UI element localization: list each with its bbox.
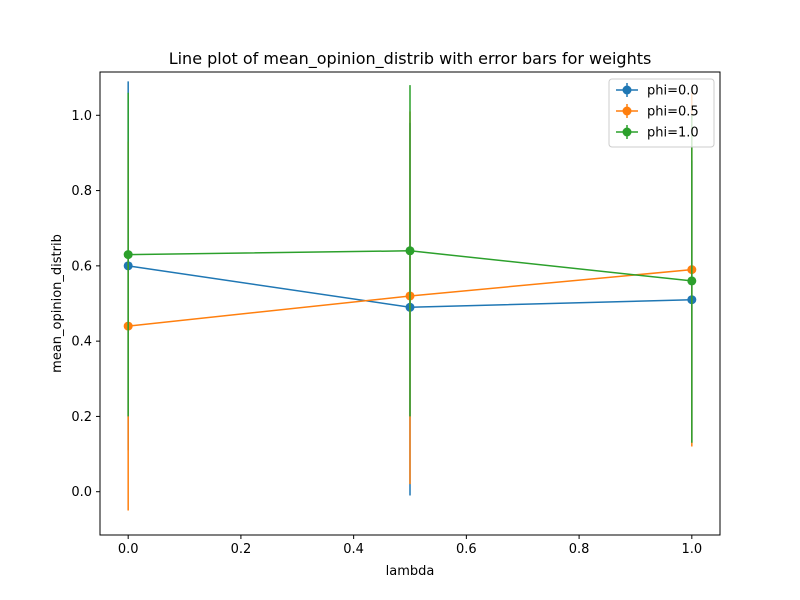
y-tick-label: 0.8 <box>71 184 92 199</box>
legend-label: phi=0.0 <box>647 84 699 99</box>
legend-label: phi=0.5 <box>647 105 699 120</box>
legend-label: phi=1.0 <box>647 126 699 141</box>
y-tick-label: 0.2 <box>71 410 92 425</box>
y-tick-label: 0.4 <box>71 335 92 350</box>
plot-area <box>123 81 697 511</box>
x-tick-label: 0.0 <box>118 542 139 557</box>
series-phi=1.0 <box>123 85 697 443</box>
legend-marker <box>622 106 632 116</box>
axes-frame <box>99 71 721 536</box>
legend: phi=0.0 phi=0.5 phi=1.0 <box>608 78 715 148</box>
legend-marker <box>622 85 632 95</box>
x-axis-label: lambda <box>386 564 435 579</box>
y-tick-label: 0.0 <box>71 485 92 500</box>
legend-item: phi=0.5 <box>616 104 699 120</box>
x-tick-label: 1.0 <box>681 542 702 557</box>
legend-item: phi=0.0 <box>616 83 699 99</box>
data-point <box>123 250 133 260</box>
y-tick-label: 1.0 <box>71 109 92 124</box>
legend-box <box>608 78 715 148</box>
data-point <box>687 276 697 286</box>
x-tick-label: 0.6 <box>456 542 477 557</box>
x-tick-label: 0.4 <box>343 542 364 557</box>
data-point <box>405 246 415 256</box>
x-tick-label: 0.2 <box>231 542 252 557</box>
x-axis: 0.0 0.2 0.4 0.6 0.8 1.0 <box>118 535 702 557</box>
legend-marker <box>622 127 632 137</box>
x-tick-label: 0.8 <box>569 542 590 557</box>
y-axis: 0.0 0.2 0.4 0.6 0.8 1.0 <box>71 109 100 500</box>
chart-title: Line plot of mean_opinion_distrib with e… <box>169 49 652 69</box>
y-axis-label: mean_opinion_distrib <box>50 234 65 373</box>
y-tick-label: 0.6 <box>71 259 92 274</box>
legend-item: phi=1.0 <box>616 125 699 141</box>
